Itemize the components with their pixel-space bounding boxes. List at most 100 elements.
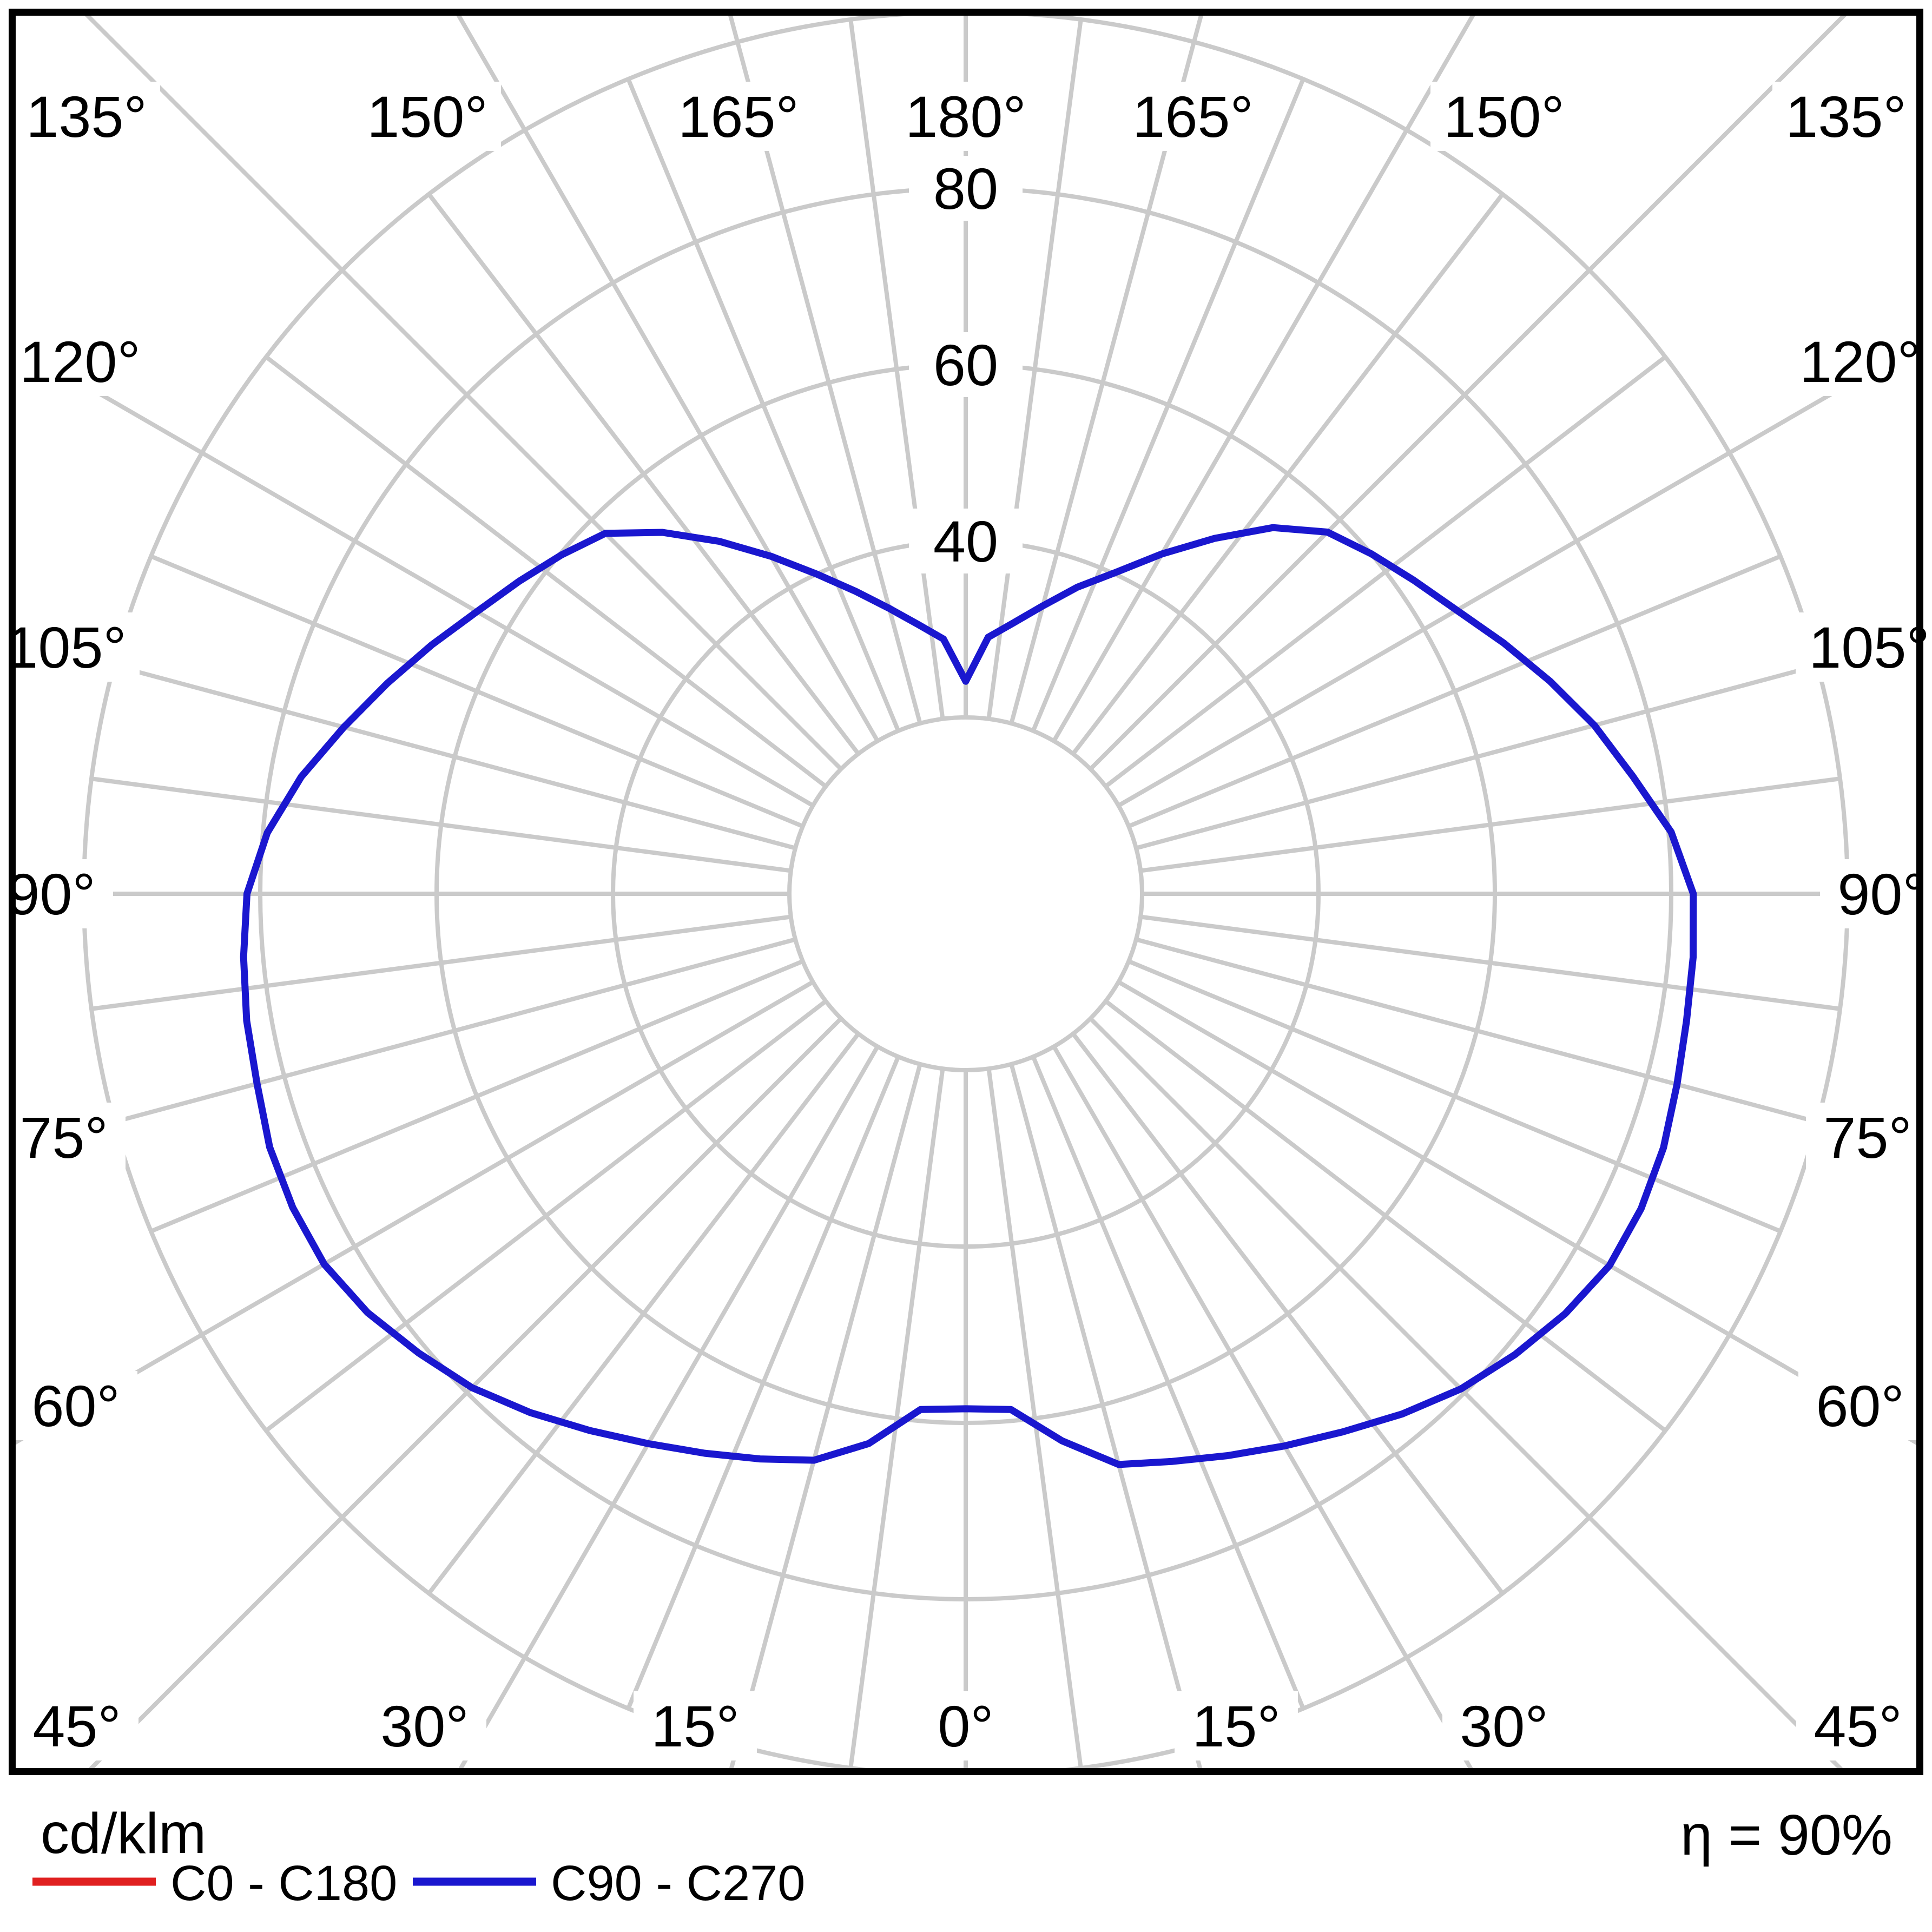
label-gap [892, 82, 1039, 151]
spoke-262.5deg [91, 914, 792, 1011]
angle-label-60deg: 60° [31, 1373, 120, 1439]
spoke-337.5deg [626, 78, 900, 732]
label-gap [15, 1691, 139, 1760]
spoke-195deg [729, 1063, 922, 1770]
label-gap [1796, 1691, 1920, 1760]
label-gap [363, 1691, 486, 1760]
angle-label-90deg: 90° [1837, 861, 1926, 927]
spoke-172.5deg [986, 1068, 1083, 1769]
spoke-217.5deg [427, 1032, 860, 1595]
angle-label-30deg: 30° [1460, 1693, 1548, 1759]
spoke-187.5deg [848, 1068, 945, 1769]
legend-label-c90-c270: C90 - C270 [551, 1856, 805, 1911]
spoke-150deg [1052, 1045, 1474, 1770]
label-gap [1442, 1691, 1566, 1760]
spoke-240deg [16, 980, 814, 1445]
spoke-255deg [16, 937, 796, 1151]
spoke-285deg [16, 637, 796, 850]
spoke-210deg [457, 1045, 880, 1770]
angle-label-60deg: 60° [1816, 1373, 1904, 1439]
label-gap [0, 612, 140, 682]
label-gap [1119, 82, 1267, 151]
label-gap [1796, 612, 1932, 682]
spoke-120deg [1117, 980, 1916, 1446]
angle-label-75deg: 75° [19, 1105, 108, 1170]
angle-label-45deg: 45° [1814, 1693, 1902, 1759]
spoke-82.5deg [1140, 776, 1841, 873]
spoke-127.5deg [1104, 999, 1667, 1433]
angle-label-135deg: 135° [1785, 84, 1906, 149]
c90-c270-curve [240, 524, 1697, 1468]
label-gap [634, 1691, 757, 1760]
spoke-22.5deg [1031, 78, 1305, 732]
label-gap [354, 82, 501, 151]
label-gap [665, 82, 812, 151]
label-gap [1806, 1103, 1929, 1172]
angle-label-135deg: 135° [26, 84, 147, 149]
label-gap [1798, 1371, 1922, 1440]
spoke-60deg [1117, 342, 1916, 808]
label-gap [0, 859, 113, 928]
label-gap [909, 332, 1023, 397]
spoke-165deg [1009, 1063, 1203, 1770]
radial-label-60: 60 [933, 332, 998, 398]
efficiency-label: η = 90% [1680, 1803, 1893, 1867]
radial-label-80: 80 [933, 156, 998, 221]
angle-label-105deg: 105° [5, 615, 126, 680]
label-gap [1772, 82, 1920, 151]
spoke-315deg [84, 16, 843, 771]
angle-label-90deg: 90° [7, 861, 95, 927]
angle-label-150deg: 150° [367, 84, 487, 149]
spoke-300deg [16, 342, 814, 808]
axis-labels: 135° 150° 165° 180° 165° 150° 135° 120° 105° 90° 7… [5, 84, 1929, 1759]
angle-label-180deg: 180° [905, 84, 1026, 149]
label-gap [1175, 1691, 1298, 1760]
angle-label-75deg: 75° [1823, 1105, 1911, 1170]
angle-label-165deg: 165° [678, 84, 799, 149]
spoke-97.5deg [1140, 914, 1841, 1011]
angle-label-0deg: 0° [938, 1693, 993, 1759]
label-gap [2, 1103, 126, 1172]
spoke-247.5deg [150, 959, 804, 1234]
label-gap [1786, 327, 1932, 396]
label-gap [919, 1691, 1012, 1760]
spoke-142.5deg [1071, 1032, 1505, 1595]
label-gap [13, 82, 160, 151]
angle-label-45deg: 45° [32, 1693, 121, 1759]
chart-frame [9, 9, 1923, 1775]
label-gap [1820, 859, 1932, 928]
angle-label-120deg: 120° [1799, 329, 1920, 394]
spoke-52.5deg [1104, 355, 1667, 788]
spoke-67.5deg [1127, 554, 1782, 828]
label-gap [909, 156, 1023, 221]
spoke-7.5deg [986, 19, 1083, 720]
radial-ring-20 [787, 715, 1144, 1072]
spoke-112.5deg [1127, 959, 1782, 1234]
radial-label-40: 40 [933, 509, 998, 574]
spoke-157.5deg [1031, 1056, 1305, 1710]
spoke-307.5deg [265, 355, 827, 788]
angle-label-30deg: 30° [380, 1693, 469, 1759]
units-label: cd/klm [41, 1802, 206, 1865]
c0-c180-curve [241, 525, 1696, 1467]
angle-label-105deg: 105° [1809, 615, 1929, 680]
angle-label-15deg: 15° [1192, 1693, 1280, 1759]
spoke-330deg [456, 16, 880, 742]
angle-label-120deg: 120° [19, 329, 140, 394]
spoke-30deg [1052, 16, 1475, 742]
label-gap [909, 509, 1023, 573]
spoke-202.5deg [626, 1056, 900, 1710]
spoke-232.5deg [265, 999, 827, 1433]
label-backgrounds [0, 82, 1932, 1760]
spoke-322.5deg [427, 193, 860, 755]
spoke-45deg [1089, 16, 1847, 771]
label-gap [1430, 82, 1578, 151]
angle-label-15deg: 15° [651, 1693, 739, 1759]
label-gap [14, 1371, 137, 1440]
angle-label-165deg: 165° [1132, 84, 1253, 149]
spoke-352.5deg [848, 19, 945, 720]
spoke-37.5deg [1071, 193, 1505, 755]
